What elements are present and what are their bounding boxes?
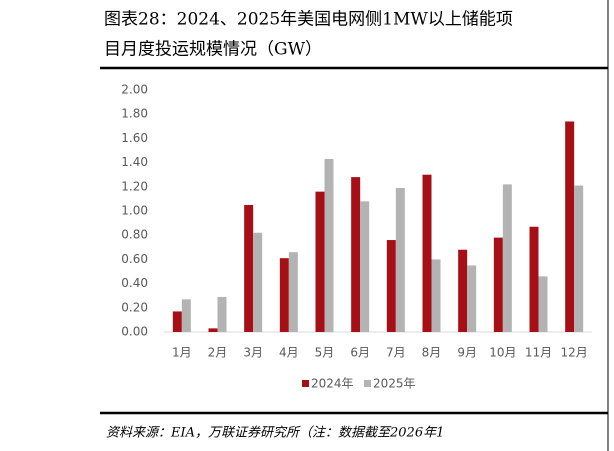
bar	[324, 158, 334, 332]
y-tick-label: 0.80	[121, 228, 148, 242]
bar	[288, 252, 298, 332]
bar	[217, 296, 227, 332]
x-tick-label: 2月	[208, 346, 228, 360]
bar	[181, 299, 191, 332]
bar	[431, 259, 441, 332]
x-tick-label: 12月	[561, 346, 588, 360]
bar	[386, 240, 396, 332]
x-tick-label: 5月	[315, 346, 335, 360]
bar	[565, 121, 575, 333]
y-tick-label: 1.20	[121, 179, 148, 193]
chart-title: 图表28：2024、2025年美国电网侧1MW以上储能项	[104, 10, 513, 30]
bar	[244, 204, 254, 332]
x-tick-label: 6月	[350, 346, 370, 360]
y-tick-label: 1.60	[121, 131, 148, 145]
y-tick-label: 0.40	[121, 276, 148, 290]
bar	[422, 174, 432, 332]
bar	[253, 232, 263, 332]
legend-swatch	[364, 380, 371, 387]
y-tick-label: 2.00	[121, 83, 148, 97]
x-tick-label: 1月	[172, 346, 192, 360]
x-tick-label: 8月	[422, 346, 442, 360]
bar	[172, 311, 182, 332]
bar	[279, 258, 289, 332]
x-tick-label: 3月	[243, 346, 263, 360]
bar	[458, 249, 468, 332]
x-tick-label: 10月	[489, 346, 516, 360]
bar	[529, 226, 539, 332]
source: 资料来源：EIA，万联证券研究所（注：数据截至2026年1	[106, 425, 444, 441]
bar	[502, 184, 512, 332]
y-tick-label: 0.20	[121, 300, 148, 314]
bar	[208, 328, 218, 332]
y-tick-label: 1.80	[121, 107, 148, 121]
y-tick-label: 0.60	[121, 252, 148, 266]
bar	[395, 188, 405, 332]
x-tick-label: 11月	[525, 346, 552, 360]
y-tick-label: 1.40	[121, 155, 148, 169]
bar	[538, 276, 548, 332]
bar	[360, 201, 370, 332]
bar	[467, 265, 477, 332]
chart-title: 目月度投运规模情况（GW）	[104, 40, 322, 60]
x-tick-label: 7月	[386, 346, 406, 360]
x-tick-label: 4月	[279, 346, 299, 360]
bar	[351, 177, 361, 332]
legend-swatch	[302, 380, 309, 387]
bar	[493, 237, 503, 332]
bar	[574, 185, 584, 332]
bar	[315, 191, 325, 332]
y-tick-label: 0.00	[121, 325, 148, 339]
legend-label: 2024年	[311, 377, 354, 391]
legend-label: 2025年	[373, 377, 416, 391]
x-tick-label: 9月	[457, 346, 477, 360]
y-tick-label: 1.00	[121, 204, 148, 218]
